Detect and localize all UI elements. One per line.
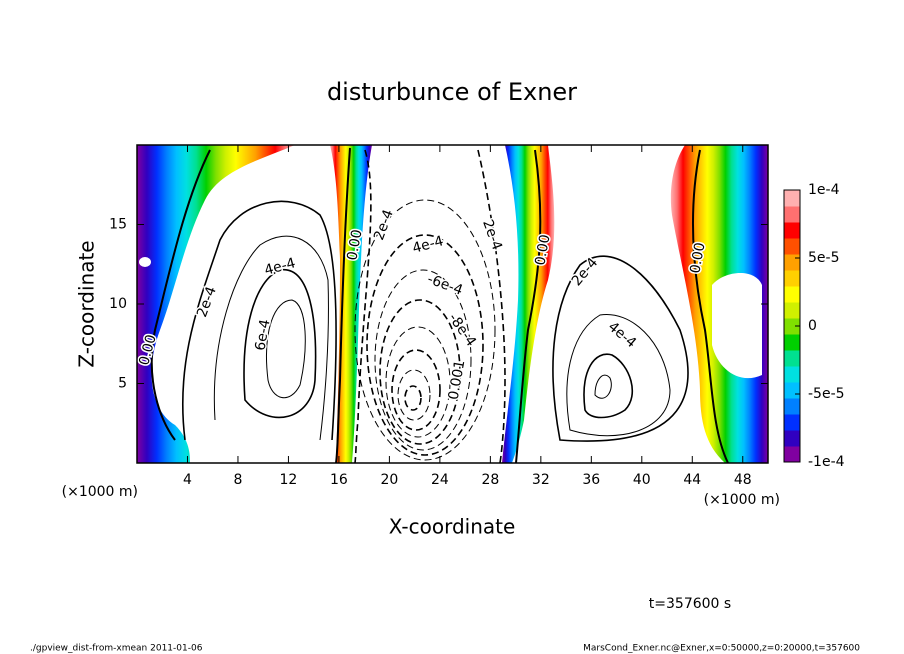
colorbar-cell <box>784 446 800 463</box>
contour-line <box>583 353 634 419</box>
contour-label: 2e-4 <box>194 284 220 319</box>
colorbar-cell <box>784 286 800 303</box>
x-tick-label: 12 <box>280 472 298 488</box>
masked-area <box>139 257 151 267</box>
contour-line <box>692 149 729 464</box>
x-tick-label: 32 <box>532 472 550 488</box>
x-tick-label: 36 <box>582 472 600 488</box>
contour-line <box>397 369 431 421</box>
x-tick-label: 20 <box>380 472 398 488</box>
contour-line <box>243 269 317 419</box>
contour-line <box>181 200 337 441</box>
y-tick-label: 5 <box>118 376 127 392</box>
colorbar-tick-label: 1e-4 <box>808 182 840 198</box>
contour-line <box>515 149 542 464</box>
contour-line <box>404 385 422 411</box>
x-tick-label: 8 <box>233 472 242 488</box>
contour-label: 2e-4 <box>479 217 505 252</box>
color-band <box>137 145 295 463</box>
x-tick-label: 48 <box>734 472 752 488</box>
contour-label: 4e-4 <box>411 233 446 257</box>
contour-line <box>552 255 689 442</box>
y-unit-label: (×1000 m) <box>62 484 138 500</box>
colorbar-cell <box>784 382 800 399</box>
colorbar-tick-label: 5e-5 <box>808 250 839 266</box>
contour-line <box>150 149 211 441</box>
contour-label: -8e-4 <box>445 310 479 349</box>
colorbar-cell <box>784 334 800 351</box>
colorbar-tick-label: 0 <box>808 318 817 334</box>
colorbar-cell <box>784 254 800 271</box>
contour-line <box>354 199 496 461</box>
colorbar-tick-label: -5e-5 <box>808 386 845 402</box>
contour-line <box>566 313 671 437</box>
colorbar-cell <box>784 318 800 335</box>
contour-line <box>477 149 506 464</box>
contour-line <box>374 269 472 451</box>
contour-label: 0.00 <box>532 233 553 266</box>
color-band <box>502 145 555 463</box>
contour-line <box>354 149 372 464</box>
contour-line <box>366 234 484 456</box>
x-axis-label: X-coordinate <box>389 515 516 539</box>
colorbar-cell <box>784 222 800 239</box>
colorbar-cell <box>784 350 800 367</box>
contour-line <box>594 374 612 399</box>
colorbar-cell <box>784 302 800 319</box>
colorbar-cell <box>784 238 800 255</box>
colorbar-cell <box>784 366 800 383</box>
contour-line <box>213 235 329 441</box>
contour-label: 2e-4 <box>371 207 397 242</box>
contour-label: 4e-4 <box>263 255 298 279</box>
contour-line <box>335 147 351 464</box>
contour-line <box>266 299 306 398</box>
y-axis-label: Z-coordinate <box>75 240 99 367</box>
x-unit-label: (×1000 m) <box>704 492 780 508</box>
y-tick-label: 15 <box>109 217 127 233</box>
contour-label: 6e-4 <box>252 318 273 352</box>
colorbar-cell <box>784 430 800 447</box>
footer-left: ./gpview_dist-from-xmean 2011-01-06 <box>30 644 203 654</box>
colorbar-cell <box>784 190 800 207</box>
contour-line <box>385 326 451 438</box>
contours <box>150 147 729 464</box>
x-tick-label: 44 <box>683 472 701 488</box>
colorbar-cell <box>784 398 800 415</box>
x-tick-label: 28 <box>481 472 499 488</box>
time-label: t=357600 s <box>649 596 731 612</box>
contour-line <box>391 349 441 431</box>
contour-label: 2e-4 <box>569 255 602 289</box>
contour-label: 0.001 <box>446 359 469 401</box>
colorbar-tick-label: -1e-4 <box>808 454 845 470</box>
chart-title: disturbunce of Exner <box>327 78 577 106</box>
footer-right: MarsCond_Exner.nc@Exner,x=0:50000,z=0:20… <box>583 644 860 654</box>
contour-label: -6e-4 <box>425 271 465 299</box>
x-tick-label: 4 <box>183 472 192 488</box>
colorbar-cell <box>784 414 800 431</box>
colorbar-cell <box>784 270 800 287</box>
x-tick-label: 24 <box>431 472 449 488</box>
contour-line <box>379 299 461 445</box>
masked-area <box>712 272 762 379</box>
y-tick-label: 10 <box>109 296 127 312</box>
colorbar-cell <box>784 206 800 223</box>
x-tick-label: 40 <box>633 472 651 488</box>
x-tick-label: 16 <box>330 472 348 488</box>
